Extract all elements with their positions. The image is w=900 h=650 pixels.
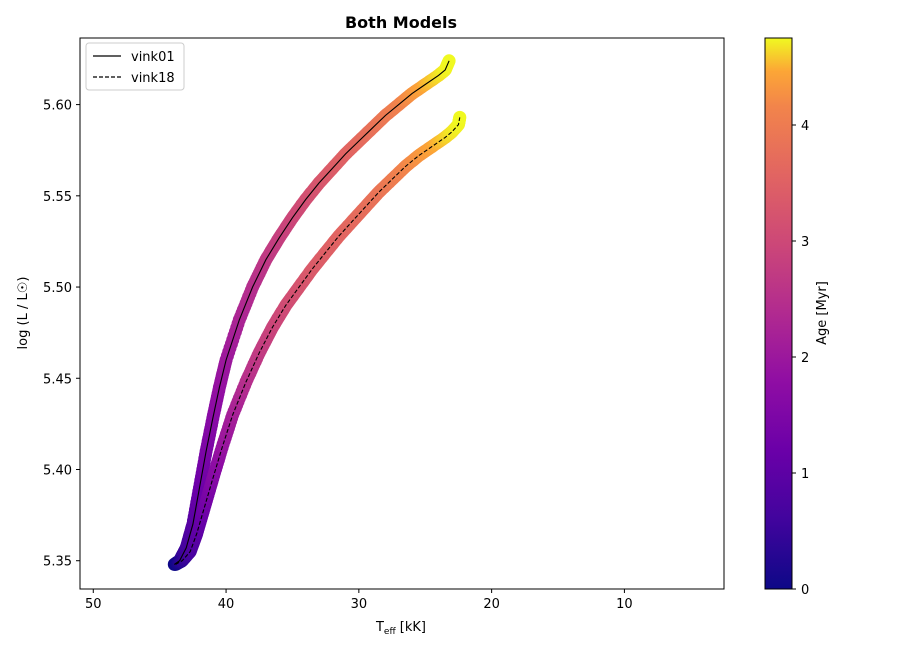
- colorbar-tick-label: 3: [801, 235, 809, 250]
- y-axis: 5.35 5.40 5.45 5.50 5.55 5.60: [43, 99, 80, 570]
- x-axis: 50 40 30 20 10: [85, 589, 633, 612]
- x-tick-label: 10: [616, 597, 633, 612]
- y-tick-label: 5.60: [43, 99, 72, 114]
- scatter-layer: [167, 54, 467, 571]
- y-axis-label: log (L / L☉): [16, 277, 31, 350]
- line-layer: [173, 60, 461, 565]
- legend: vink01 vink18: [85, 42, 185, 91]
- plot-frame: [79, 37, 725, 590]
- y-tick-label: 5.35: [43, 555, 72, 570]
- legend-label-vink01: vink01: [131, 50, 175, 65]
- colorbar-tick-label: 0: [801, 583, 809, 598]
- colorbar: 0 1 2 3 4 Age [Myr]: [764, 37, 830, 598]
- y-tick-label: 5.40: [43, 463, 72, 478]
- chart-title: Both Models: [345, 13, 457, 32]
- series-line-vink18: [175, 117, 461, 565]
- legend-box: [85, 42, 185, 91]
- y-tick-label: 5.50: [43, 281, 72, 296]
- colorbar-tick-label: 1: [801, 467, 809, 482]
- colorbar-gradient: [764, 37, 793, 590]
- colorbar-label: Age [Myr]: [815, 281, 830, 345]
- series-line-vink01: [173, 60, 450, 565]
- x-axis-label: Teff [kK]: [375, 620, 426, 637]
- x-tick-label: 20: [483, 597, 500, 612]
- x-tick-label: 30: [351, 597, 368, 612]
- x-tick-label: 50: [85, 597, 102, 612]
- legend-label-vink18: vink18: [131, 71, 175, 86]
- x-tick-label: 40: [218, 597, 235, 612]
- colorbar-tick-label: 4: [801, 119, 809, 134]
- colorbar-tick-label: 2: [801, 351, 809, 366]
- y-tick-label: 5.45: [43, 372, 72, 387]
- y-tick-label: 5.55: [43, 190, 72, 205]
- colorbar-ticks: 0 1 2 3 4: [792, 119, 809, 598]
